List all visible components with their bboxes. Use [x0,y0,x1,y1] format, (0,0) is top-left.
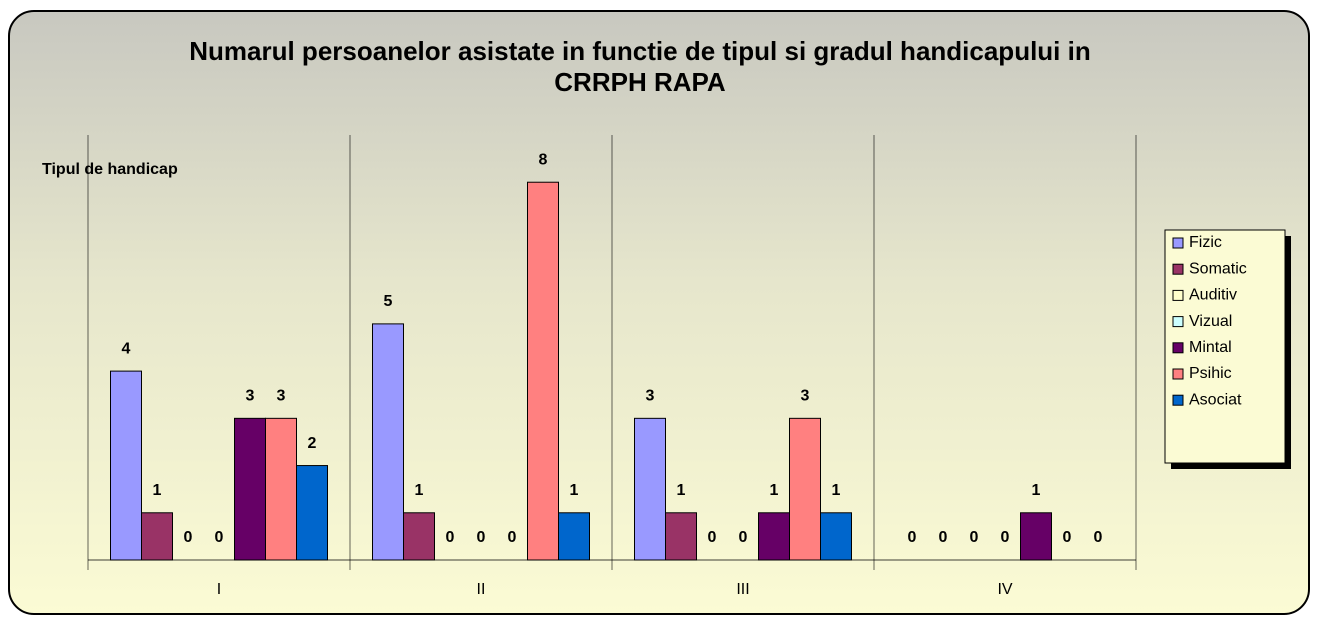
value-label: 0 [708,529,717,546]
bar [234,417,266,561]
legend [1164,229,1286,464]
bar [665,512,697,561]
value-label: 0 [477,529,486,546]
value-label: 2 [308,435,317,452]
value-label: 0 [1063,529,1072,546]
value-label: 3 [277,388,286,405]
legend-label: Fizic [1189,234,1222,251]
legend-label: Auditiv [1189,287,1237,304]
legend-swatch [1172,342,1184,354]
bar [820,512,852,561]
bar [265,417,297,561]
value-label: 0 [508,529,517,546]
bar [403,512,435,561]
legend-label: Asociat [1189,391,1242,408]
value-label: 1 [415,482,424,499]
value-label: 1 [770,482,779,499]
chart-title: Numarul persoanelor asistate in functie … [189,36,1091,97]
value-label: 0 [1094,529,1103,546]
bar [634,417,666,561]
legend-label: Vizual [1189,313,1232,330]
legend-swatch [1172,394,1184,406]
legend-swatch [1172,289,1184,301]
value-label: 5 [384,293,393,310]
value-label: 0 [446,529,455,546]
bar [296,465,328,561]
legend-swatch [1172,316,1184,328]
legend-label: Mintal [1189,339,1232,356]
legend-swatch [1172,237,1184,249]
bar [789,417,821,561]
value-label: 1 [570,482,579,499]
bar [110,370,142,561]
value-label: 0 [1001,529,1010,546]
value-label: 0 [184,529,193,546]
value-label: 3 [246,388,255,405]
value-label: 0 [939,529,948,546]
x-tick-label: III [736,581,749,598]
legend-swatch [1172,368,1184,380]
value-label: 0 [215,529,224,546]
value-label: 3 [801,388,810,405]
legend-label: Psihic [1189,365,1232,382]
bar [141,512,173,561]
legend-swatch [1172,263,1184,275]
value-label: 8 [539,151,548,168]
value-label: 1 [1032,482,1041,499]
value-label: 3 [646,388,655,405]
value-label: 0 [908,529,917,546]
value-label: 1 [153,482,162,499]
x-tick-label: II [477,581,486,598]
bar [372,323,404,561]
axis-label: Tipul de handicap [42,161,178,178]
value-label: 1 [832,482,841,499]
x-tick-label: I [217,581,221,598]
bar [527,181,559,561]
bar [758,512,790,561]
value-label: 1 [677,482,686,499]
bar [558,512,590,561]
value-label: 0 [739,529,748,546]
value-label: 4 [122,340,131,357]
legend-label: Somatic [1189,260,1247,277]
bar [1020,512,1052,561]
x-tick-label: IV [997,581,1012,598]
value-label: 0 [970,529,979,546]
